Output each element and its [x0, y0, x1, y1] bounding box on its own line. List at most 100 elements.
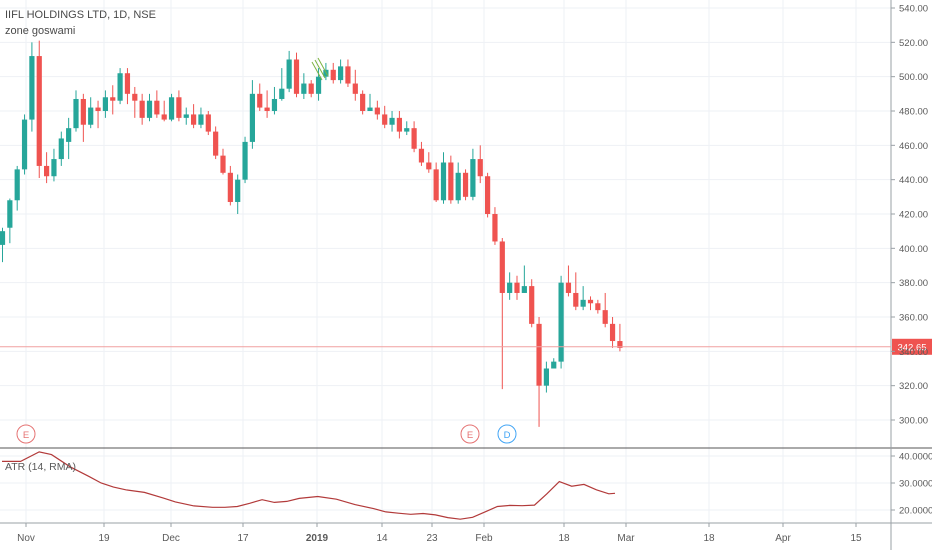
- candle-body: [110, 97, 116, 101]
- candle-body: [455, 172, 461, 201]
- candle-body: [389, 117, 395, 125]
- candle-body: [146, 100, 153, 118]
- atr-line: [2, 451, 616, 520]
- y-tick-label: 500.00: [899, 72, 928, 83]
- candle-body: [102, 97, 108, 111]
- chart-header: IIFL HOLDINGS LTD, 1D, NSE zone goswami: [5, 7, 156, 39]
- candle-body: [507, 282, 513, 293]
- candle-body: [154, 100, 160, 115]
- y-tick-label: 420.00: [899, 210, 928, 221]
- candle-body: [73, 98, 79, 129]
- drawing-stroke: [314, 59, 326, 79]
- candle-body: [477, 159, 483, 177]
- candle-body: [117, 73, 123, 101]
- candle-body: [499, 241, 505, 293]
- candle-body: [404, 128, 410, 132]
- candle-body: [21, 119, 28, 170]
- candle-body: [301, 83, 307, 94]
- candle-body: [440, 162, 447, 201]
- dividend-marker-label: D: [504, 430, 511, 441]
- candle-body: [139, 100, 145, 118]
- candle-body: [551, 361, 557, 369]
- x-tick-label: 15: [850, 533, 862, 544]
- candle-body: [367, 107, 373, 111]
- x-tick-label: 2019: [306, 533, 329, 544]
- candle-body: [573, 292, 579, 307]
- candle-body: [308, 83, 314, 94]
- candle-body: [279, 88, 285, 99]
- candle-body: [360, 93, 366, 111]
- author-label: zone goswami: [5, 25, 76, 37]
- y-tick-label: 540.00: [899, 4, 928, 15]
- candle-body: [66, 128, 72, 142]
- candle-body: [426, 162, 432, 170]
- candle-body: [374, 107, 380, 115]
- y-tick-label: 380.00: [899, 278, 928, 289]
- earnings-marker-label: E: [467, 430, 473, 441]
- x-tick-label: 14: [376, 533, 388, 544]
- candle-body: [514, 282, 520, 293]
- atr-title: ATR (14, RMA): [5, 461, 76, 473]
- candle-body: [124, 73, 131, 94]
- earnings-event-marker[interactable]: E: [16, 424, 36, 444]
- x-tick-label: Apr: [775, 533, 791, 544]
- candle-body: [264, 107, 270, 111]
- candle-body: [338, 66, 344, 81]
- y-tick-label: 320.00: [899, 381, 928, 392]
- candle-body: [220, 155, 226, 173]
- candle-body: [183, 114, 189, 118]
- candle-body: [529, 286, 535, 324]
- x-tick-label: Nov: [17, 533, 35, 544]
- atr-y-tick-label: 30.0000: [899, 479, 932, 490]
- candle-body: [536, 323, 542, 386]
- candle-body: [191, 114, 197, 125]
- earnings-event-marker[interactable]: E: [460, 424, 480, 444]
- candle-body: [587, 299, 594, 304]
- candles: [0, 40, 623, 427]
- candle-body: [602, 310, 608, 324]
- candle-body: [418, 148, 425, 163]
- candle-body: [213, 131, 219, 156]
- y-tick-label: 520.00: [899, 38, 928, 49]
- candle-body: [286, 59, 292, 89]
- candle-body: [205, 114, 211, 132]
- last-price-label: 342.65: [897, 342, 926, 353]
- atr-y-tick-label: 40.0000: [899, 452, 932, 463]
- candle-body: [132, 93, 138, 101]
- dividend-marker-circle: [497, 424, 517, 444]
- gridlines: [0, 0, 891, 522]
- candle-body: [176, 97, 182, 118]
- candle-body: [198, 114, 204, 125]
- candle-body: [521, 286, 527, 293]
- candle-body: [352, 83, 358, 94]
- dividend-event-marker[interactable]: D: [497, 424, 517, 444]
- candle-body: [492, 214, 498, 242]
- candle-body: [249, 93, 255, 142]
- candle-body: [558, 282, 564, 362]
- candle-body: [448, 162, 454, 201]
- candle-body: [543, 368, 549, 386]
- candle-body: [29, 56, 35, 120]
- drawing-stroke: [317, 57, 329, 77]
- candle-body: [565, 282, 572, 293]
- candle-body: [470, 159, 476, 197]
- candle-body: [462, 172, 469, 197]
- candle-body: [227, 172, 233, 202]
- symbol-title[interactable]: IIFL HOLDINGS LTD, 1D, NSE: [5, 9, 156, 21]
- atr-y-tick-label: 20.0000: [899, 506, 932, 517]
- candle-body: [411, 128, 417, 149]
- earnings-marker-circle: [460, 424, 480, 444]
- candle-body: [242, 141, 248, 180]
- last-price-tag: [892, 338, 932, 355]
- x-tick-label: 18: [703, 533, 715, 544]
- y-tick-label: 360.00: [899, 313, 928, 324]
- x-tick-label: Dec: [162, 533, 180, 544]
- candle-body: [168, 97, 175, 120]
- y-tick-label: 480.00: [899, 107, 928, 118]
- x-tick-label: 17: [237, 533, 249, 544]
- y-tick-label: 340.00: [899, 347, 928, 358]
- x-tick-label: 23: [426, 533, 438, 544]
- drawing-annotation: [311, 57, 329, 81]
- candle-body: [36, 56, 42, 166]
